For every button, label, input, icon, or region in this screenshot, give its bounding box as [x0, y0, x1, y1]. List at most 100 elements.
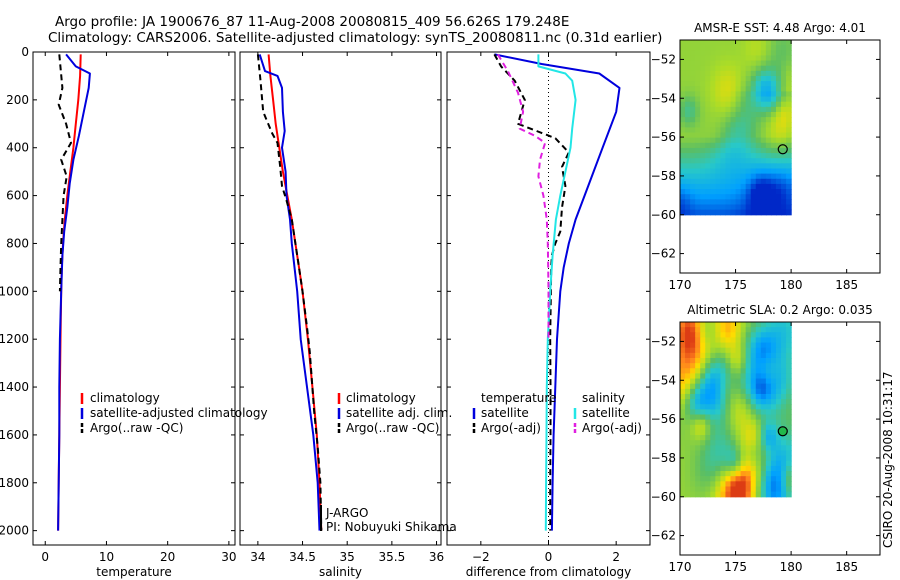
sst-map-cell: [745, 45, 752, 51]
sla-map-cell: [695, 460, 701, 467]
sst-map-cell: [765, 153, 772, 159]
sst-map-cell: [745, 101, 752, 108]
sst-map-cell: [725, 173, 732, 180]
sst-map-cell: [735, 158, 742, 164]
sla-map-cell: [680, 450, 686, 457]
sst-map-cell: [745, 75, 752, 82]
legend-label: Argo(..raw -QC): [346, 421, 439, 435]
sst-map-cell: [730, 132, 737, 139]
sst-map-cell: [735, 204, 742, 211]
sla-map-cell: [750, 378, 757, 385]
sst-map-cell: [690, 147, 696, 154]
sla-map-cell: [710, 399, 716, 405]
sla-map-cell: [715, 404, 721, 410]
sst-map-cell: [740, 189, 747, 195]
sst-map-cell: [725, 183, 732, 190]
sla-map-cell: [740, 393, 747, 400]
sla-map-cell: [760, 471, 767, 477]
sla-map-cell: [720, 435, 727, 441]
sla-map-cell: [740, 486, 747, 493]
salinity-series-black-line: [256, 54, 323, 531]
sla-map-cell: [695, 476, 701, 482]
sst-map-cell: [690, 183, 696, 190]
sst-map-cell: [725, 70, 732, 77]
sst-map-cell: [775, 163, 782, 170]
sst-map-cell: [690, 40, 696, 46]
sla-map-cell: [710, 414, 716, 421]
sst-map-cell: [755, 199, 762, 206]
temperature-x-tick-label: 10: [99, 550, 114, 564]
sst-map-cell: [690, 111, 696, 118]
sst-map-cell: [705, 96, 711, 103]
sst-map-cell: [710, 173, 716, 180]
sst-map-cell: [781, 117, 787, 123]
sla-map-cell: [765, 368, 772, 374]
sla-map-cell: [745, 327, 752, 333]
sla-map-cell: [730, 465, 737, 472]
sst-map-cell: [760, 194, 767, 200]
sla-map-cell: [781, 363, 787, 369]
sst-map-cell: [715, 50, 721, 57]
sla-map-cell: [685, 476, 691, 482]
sla-map-cell: [765, 440, 772, 446]
sla-map-cell: [770, 327, 777, 333]
sla-map-cell: [725, 337, 732, 344]
sst-map-cell: [715, 40, 721, 46]
sst-map-cell: [720, 40, 727, 46]
sst-map-cell: [770, 209, 777, 216]
sst-map-cell: [735, 178, 742, 185]
sla-map-cell: [786, 424, 792, 431]
sst-map-cell: [786, 194, 792, 200]
sla-map-cell: [685, 368, 691, 374]
sst-map-cell: [700, 50, 706, 57]
temperature-series-blue-line: [57, 53, 91, 531]
sst-map-cell: [765, 91, 772, 98]
sla-map-cell: [786, 440, 792, 446]
sla-map-cell: [740, 445, 747, 452]
sst-map-cell: [695, 106, 701, 113]
sst-map-cell: [786, 86, 792, 92]
sst-map-cell: [765, 55, 772, 62]
sst-map-cell: [725, 178, 732, 185]
temperature-y-tick-label: 2000: [0, 524, 29, 538]
sla-map-cell: [760, 352, 767, 359]
sla-map-cell: [715, 486, 721, 493]
sst-map-cell: [680, 101, 686, 108]
sla-map-cell: [760, 388, 767, 395]
sst-map-cell: [740, 147, 747, 154]
sst-map-cell: [695, 189, 701, 195]
sst-map-cell: [695, 204, 701, 211]
sst-map-cell: [700, 204, 706, 211]
sst-map-cell: [710, 153, 716, 159]
sla-map-cell: [775, 342, 782, 349]
sst-map-cell: [680, 106, 686, 113]
temperature-x-tick-label: 0: [41, 550, 49, 564]
sst-map-cell: [750, 173, 757, 180]
sst-map-cell: [725, 122, 732, 128]
sst-map-cell: [750, 127, 757, 134]
sla-map-cell: [720, 476, 727, 482]
sla-map-cell: [786, 429, 792, 436]
sst-map-cell: [755, 86, 762, 92]
sst-map-cell: [775, 158, 782, 164]
sla-map-cell: [715, 445, 721, 452]
sst-map-cell: [770, 40, 777, 46]
sla-map-cell: [700, 368, 706, 374]
sla-map-cell: [685, 357, 691, 364]
sla-map-cell: [765, 342, 772, 349]
sst-map-cell: [695, 127, 701, 134]
sst-map-x-tick-label: 175: [724, 278, 747, 292]
sla-map-cell: [745, 450, 752, 457]
sst-map-cell: [715, 194, 721, 200]
sla-map-cell: [710, 409, 716, 416]
sla-map-cell: [775, 352, 782, 359]
sla-map-cell: [705, 363, 711, 369]
sst-map-cell: [740, 153, 747, 159]
sst-map-cell: [715, 45, 721, 51]
sla-map-cell: [725, 363, 732, 369]
sla-map-cell: [695, 332, 701, 339]
sst-map-cell: [680, 117, 686, 123]
sst-map-cell: [690, 101, 696, 108]
sla-map-cell: [735, 363, 742, 369]
sst-map-cell: [781, 142, 787, 149]
